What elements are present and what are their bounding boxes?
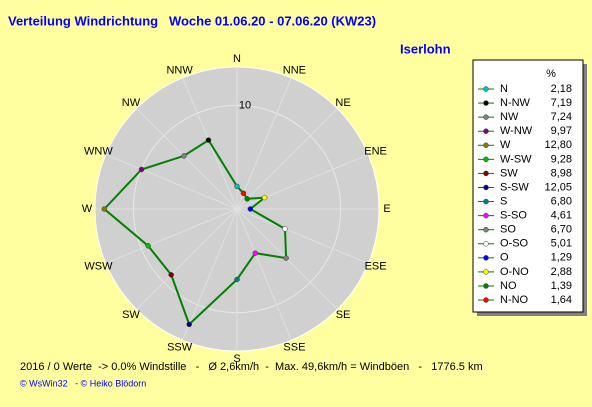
legend-value: 2,18 [551,83,572,95]
legend-marker [483,170,489,177]
legend-value: 12,05 [544,181,572,193]
category-label: E [383,203,390,215]
legend-marker [483,86,489,92]
radar-point [101,206,108,212]
legend-value: 12,80 [544,139,572,151]
legend-value: 1,39 [551,280,572,292]
legend-value: 1,29 [551,252,572,264]
legend-name: NO [500,280,517,292]
credit: © WsWin32 - © Heiko Blödorn [20,378,146,388]
category-label: SSW [167,341,193,353]
legend-marker [483,241,489,247]
category-label: NNE [283,64,306,76]
legend-marker [483,142,489,149]
legend-name: N-NO [500,294,529,306]
spoke [236,77,292,210]
radar-point [282,226,288,232]
legend-marker [483,128,489,134]
radar-point [252,250,259,256]
legend-value: 9,28 [551,153,572,165]
category-label: SE [336,309,351,321]
legend-marker [483,156,489,163]
legend-value: 1,64 [551,294,572,306]
legend-title: % [546,68,556,80]
radar-point [244,196,250,202]
spoke [105,154,238,210]
chart-title: Verteilung Windrichtung Woche 01.06.20 -… [8,13,376,28]
category-label: NNW [166,64,193,76]
category-label: S [233,353,240,365]
legend-value: 6,80 [551,195,572,207]
radar-point [186,321,192,328]
legend-name: NW [500,111,519,123]
legend-name: O-SO [500,238,529,250]
legend-value: 5,01 [551,238,572,250]
legend-name: S-SW [500,181,529,193]
legend-value: 6,70 [551,224,572,236]
legend-name: W [500,139,511,151]
spoke [236,154,369,210]
chart-subtitle: Iserlohn [400,41,451,56]
legend-marker [483,114,489,120]
radar-point [261,194,268,201]
r-tick-label: 10 [239,99,251,111]
legend-name: N [500,83,508,95]
radar-point [234,276,240,283]
legend-marker [483,226,489,233]
category-label: N [233,53,241,65]
spoke [105,208,238,264]
spoke [136,208,238,310]
legend-value: 2,88 [551,266,572,278]
legend-value: 4,61 [551,210,572,222]
legend-name: SW [500,167,518,179]
category-label: WSW [84,260,113,272]
legend-marker [483,100,489,106]
legend-marker [483,283,489,289]
legend-name: N-NW [500,97,531,109]
legend-marker [483,255,489,261]
spoke [236,208,292,341]
legend-marker [483,184,489,191]
legend-marker [483,212,489,219]
category-label: NE [335,97,350,109]
legend-value: 8,98 [551,167,572,179]
category-label: ENE [364,146,387,158]
spoke [182,208,238,341]
legend-name: O [500,252,509,264]
radar-point [247,206,254,212]
legend-box [472,59,584,313]
footer: 2016 / 0 Werte -> 0.0% Windstille - Ø 2,… [20,361,483,373]
category-label: SSE [283,341,305,353]
legend-name: S-SO [500,210,527,222]
legend-name: W-SW [500,153,532,165]
radar-point [240,190,247,197]
category-label: NW [122,97,141,109]
category-label: WNW [84,146,113,158]
legend-name: O-NO [500,266,529,278]
legend-marker [483,198,489,205]
legend-value: 7,19 [551,97,572,109]
legend-value: 9,97 [551,125,572,137]
spoke [236,108,338,210]
legend-marker [483,269,489,275]
legend-value: 7,24 [551,111,572,123]
category-label: W [82,203,93,215]
radar-point [205,137,212,143]
radar-point [181,153,187,159]
legend-name: SO [500,224,516,236]
legend-name: W-NW [500,125,533,137]
legend-marker [483,297,489,303]
radar-point [138,166,145,173]
radar-point [283,255,289,261]
radar-point [145,243,151,249]
radar-point [234,183,240,190]
legend-name: S [500,195,507,207]
category-label: ESE [365,260,387,272]
category-label: SW [122,309,140,321]
spoke [136,108,238,210]
spoke [236,208,369,264]
radar-point [168,272,174,278]
